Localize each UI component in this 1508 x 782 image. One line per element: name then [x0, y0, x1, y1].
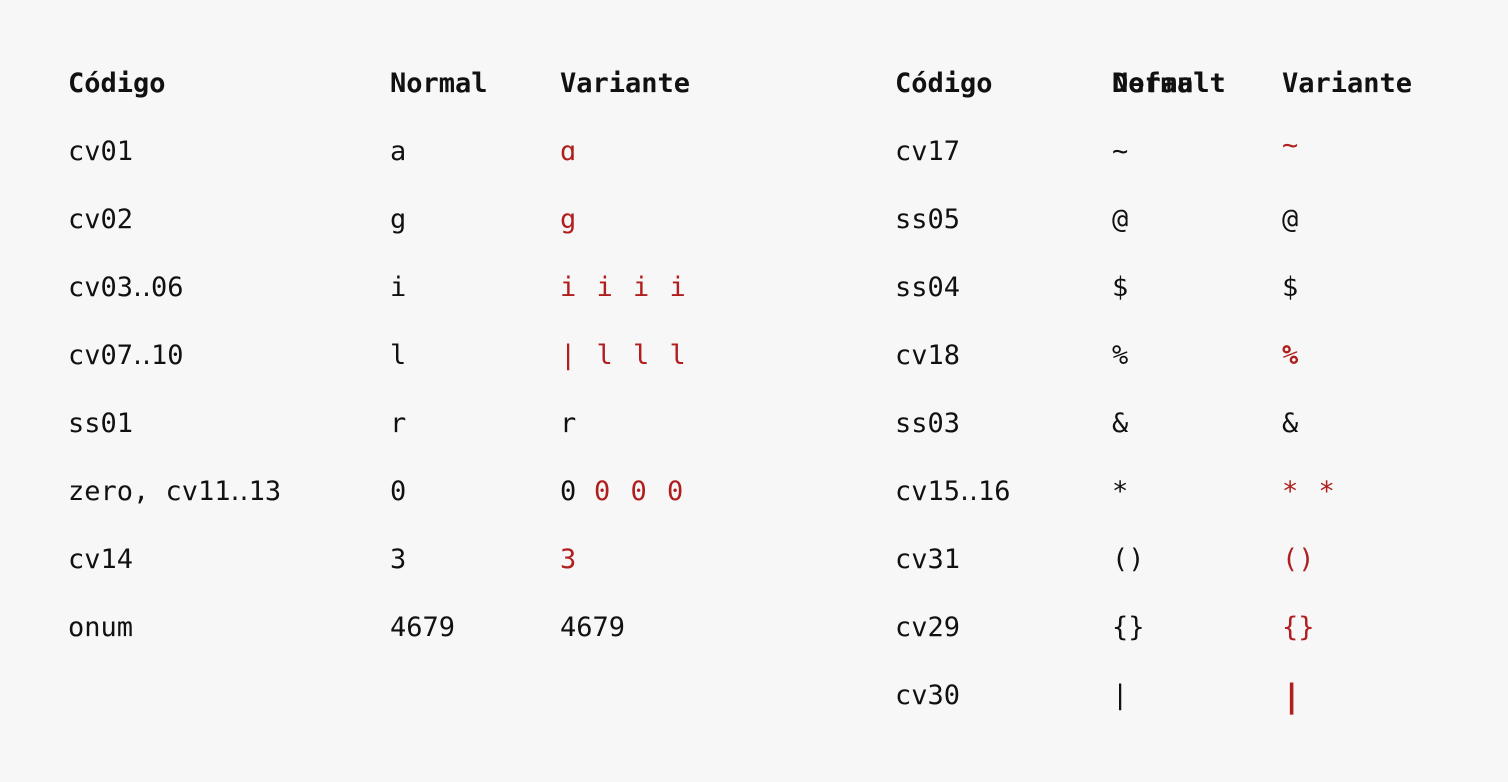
row-code: cv29	[895, 612, 961, 643]
row-normal-glyph: {}	[1112, 612, 1145, 643]
row-variant-glyph: g	[560, 204, 577, 235]
row-normal-glyph: i	[390, 272, 407, 303]
row-code: ss03	[895, 408, 961, 439]
table-row: zero, cv11‥13 0 0 0 0 0	[0, 472, 1508, 512]
table-row: ss05 @ @	[0, 200, 1508, 240]
row-variant-glyph: i i i i	[560, 272, 688, 303]
right-header-code: Código	[895, 68, 993, 99]
left-header-code: Código	[68, 68, 166, 99]
row-code: cv17	[895, 136, 961, 167]
row-code: cv07‥10	[68, 340, 184, 371]
row-code: cv02	[68, 204, 134, 235]
table-row: cv17 ~ ~	[0, 130, 1508, 172]
row-code: cv01	[68, 136, 134, 167]
table-row: cv31 () ()	[0, 540, 1508, 580]
row-variant-glyph: 4679	[560, 612, 626, 643]
table-row: ss03 & &	[0, 404, 1508, 444]
row-variant-glyph: %	[1282, 340, 1299, 371]
row-normal-glyph: $	[1112, 272, 1129, 303]
left-header-normal: Normal	[390, 68, 488, 99]
row-normal-glyph: 0	[390, 476, 407, 507]
table-row: cv03‥06 i i i i i	[0, 268, 1508, 308]
row-normal-glyph: l	[390, 340, 407, 371]
table-row: cv18 % %	[0, 336, 1508, 376]
right-header-variant: Variante	[1282, 68, 1413, 99]
row-normal-glyph: @	[1112, 204, 1129, 235]
right-header-normal: Normal	[1112, 68, 1210, 99]
table-row: cv14 3 3	[0, 540, 1508, 580]
row-normal-glyph: ~	[1112, 136, 1129, 167]
row-normal-glyph: &	[1112, 408, 1129, 439]
row-code: cv30	[895, 680, 961, 711]
row-code: cv31	[895, 544, 961, 575]
row-normal-glyph: ()	[1112, 544, 1145, 575]
row-variant-glyph: ɑ	[560, 136, 577, 167]
row-variant-glyph: $	[1282, 272, 1299, 303]
row-code: ss05	[895, 204, 961, 235]
row-variant-glyph: | l l l	[560, 340, 688, 371]
row-code: cv18	[895, 340, 961, 371]
row-variant-glyph: 3	[560, 544, 577, 575]
row-variant-glyph: 0 0 0	[594, 476, 686, 507]
row-normal-glyph: r	[390, 408, 407, 439]
table-row: onum 4679 4679	[0, 608, 1508, 648]
row-code: cv14	[68, 544, 134, 575]
row-variant-glyph: ()	[1282, 544, 1315, 575]
row-normal-glyph: |	[1112, 680, 1129, 711]
row-variant-glyph: r	[560, 408, 577, 439]
row-normal-glyph: 3	[390, 544, 407, 575]
table-row: cv01 a ɑ	[0, 132, 1508, 172]
row-normal-glyph: %	[1112, 340, 1129, 371]
table-row: cv30 | |	[0, 676, 1508, 716]
row-variant-glyph: |	[1282, 677, 1302, 715]
left-header-row: Código Normal Variante	[0, 64, 1508, 104]
row-code: zero, cv11‥13	[68, 476, 282, 507]
row-normal-glyph: *	[1112, 476, 1129, 507]
left-header-variant: Variante	[560, 68, 691, 99]
row-code: ss01	[68, 408, 134, 439]
table-row: cv15‥16 * * *	[0, 472, 1508, 512]
row-variant-glyph-default: 0	[560, 476, 577, 507]
right-header-row: Código Default Normal Variante	[0, 64, 1508, 104]
row-code: cv15‥16	[895, 476, 1011, 507]
table-row: cv02 g g	[0, 200, 1508, 240]
table-row: ss04 $ $	[0, 268, 1508, 308]
row-code: ss04	[895, 272, 961, 303]
row-normal-glyph: a	[390, 136, 407, 167]
row-normal-glyph: g	[390, 204, 407, 235]
row-normal-glyph: 4679	[390, 612, 456, 643]
row-variant-glyph: &	[1282, 408, 1299, 439]
table-row: cv07‥10 l | l l l	[0, 336, 1508, 376]
row-variant-glyph: * *	[1282, 476, 1337, 507]
table-row: cv29 {} {}	[0, 608, 1508, 648]
right-header-default: Default	[1112, 68, 1226, 99]
row-code: onum	[68, 612, 134, 643]
row-variant-glyph: {}	[1282, 612, 1315, 643]
row-code: cv03‥06	[68, 272, 184, 303]
table-row: ss01 r r	[0, 404, 1508, 444]
row-variant-glyph: ~	[1282, 130, 1299, 161]
row-variant-glyph: @	[1282, 204, 1299, 235]
